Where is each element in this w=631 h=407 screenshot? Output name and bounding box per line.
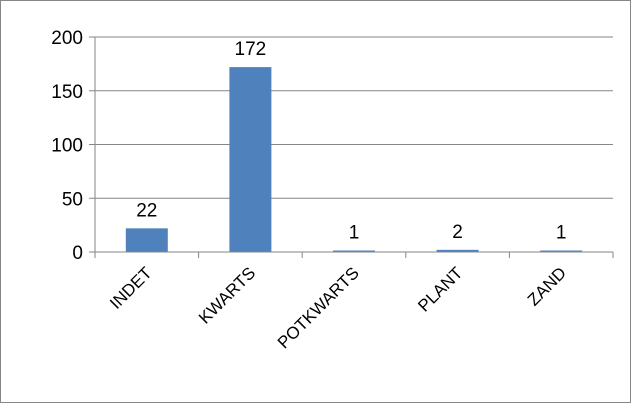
bar-indet: [125, 228, 168, 252]
y-tick-label: 200: [51, 28, 83, 49]
y-axis-ticks: 0 50 100 150 200: [51, 28, 96, 264]
x-tick-label-kwarts: KWARTS: [195, 263, 259, 327]
x-axis: [94, 251, 614, 258]
bar-zand: [540, 250, 583, 252]
gridlines: [95, 36, 613, 199]
data-label-potkwarts: 1: [349, 223, 360, 244]
y-tick-label: 50: [62, 189, 83, 210]
data-label-plant: 2: [452, 222, 463, 243]
y-tick-label: 0: [72, 243, 83, 264]
data-label-kwarts: 172: [235, 39, 267, 60]
bar-potkwarts: [333, 250, 375, 252]
x-tick-label-zand: ZAND: [524, 263, 570, 309]
data-labels: 22 172 1 2 1: [136, 39, 566, 243]
bars: [125, 67, 583, 252]
data-label-zand: 1: [556, 223, 567, 244]
x-tick-label-potkwarts: POTKWARTS: [274, 263, 363, 352]
x-tick-label-plant: PLANT: [414, 263, 466, 315]
bar-kwarts: [229, 67, 272, 252]
y-tick-label: 100: [51, 136, 83, 157]
y-tick-label: 150: [51, 82, 83, 103]
x-tick-label-indet: INDET: [106, 263, 155, 312]
bar-plant: [436, 249, 479, 252]
x-axis-labels: INDET KWARTS POTKWARTS PLANT ZAND: [106, 263, 570, 352]
data-label-indet: 22: [136, 200, 157, 221]
